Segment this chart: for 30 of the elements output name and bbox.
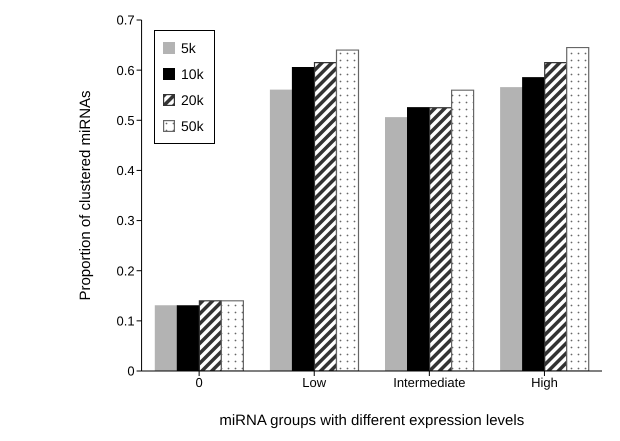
legend-label: 10k — [181, 66, 204, 82]
x-tick-label: Low — [302, 375, 327, 390]
y-axis-title: Proportion of clustered miRNAs — [76, 90, 94, 301]
bar — [336, 49, 360, 371]
x-tick-label: 0 — [196, 375, 203, 390]
bar — [429, 107, 452, 371]
y-tick-label: 0.7 — [116, 12, 135, 28]
bar — [314, 62, 338, 371]
y-tick-label: 0.4 — [116, 163, 135, 178]
bar — [451, 90, 474, 371]
bar — [220, 300, 244, 371]
x-tick-label: High — [531, 375, 558, 390]
y-tick-label: 0.6 — [116, 62, 135, 78]
bar — [270, 90, 294, 371]
bar — [566, 46, 590, 371]
bar — [154, 305, 178, 371]
bar — [500, 87, 524, 371]
y-tick-label: 0.5 — [116, 112, 135, 128]
legend-label: 5k — [181, 40, 196, 56]
legend-label: 50k — [181, 118, 204, 134]
y-tick-label: 0.1 — [116, 313, 135, 328]
legend-label: 20k — [181, 92, 204, 108]
bar — [385, 117, 408, 371]
bar — [544, 62, 568, 371]
x-tick-label: Intermediate — [393, 375, 466, 390]
x-axis-title: miRNA groups with different expression levels — [219, 412, 524, 429]
y-tick-label: 0.2 — [116, 263, 135, 278]
y-tick-label: 0.3 — [116, 213, 135, 228]
y-tick-label: 0 — [127, 364, 135, 379]
bar — [198, 300, 222, 371]
